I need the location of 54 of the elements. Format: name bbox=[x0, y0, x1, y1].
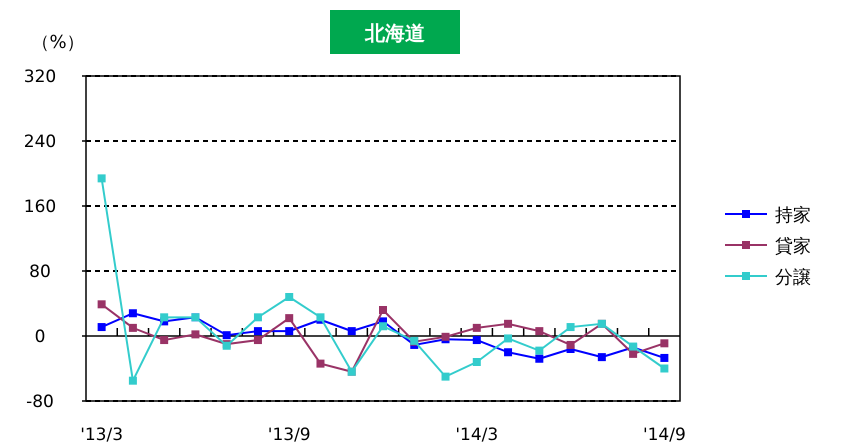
point bbox=[285, 327, 294, 336]
x-tick-label: '13/9 bbox=[268, 425, 311, 445]
point bbox=[285, 314, 294, 322]
point bbox=[348, 327, 356, 336]
point bbox=[598, 353, 606, 362]
chart-title: 北海道 bbox=[364, 21, 425, 45]
point bbox=[379, 322, 387, 330]
point bbox=[254, 336, 262, 344]
point bbox=[316, 360, 324, 368]
x-tick-label: '14/9 bbox=[642, 425, 686, 445]
point bbox=[160, 313, 168, 322]
point bbox=[535, 327, 544, 336]
point bbox=[504, 348, 512, 356]
y-tick-label: -80 bbox=[26, 392, 54, 412]
legend-label: 持家 bbox=[775, 205, 811, 226]
y-tick-label: 240 bbox=[24, 132, 56, 152]
point bbox=[128, 324, 137, 332]
point bbox=[285, 293, 294, 301]
y-tick-label: 320 bbox=[24, 67, 56, 87]
point bbox=[660, 354, 668, 362]
point bbox=[160, 336, 168, 344]
point bbox=[98, 323, 106, 332]
point bbox=[98, 174, 106, 182]
point bbox=[660, 364, 668, 372]
point bbox=[254, 327, 262, 336]
point bbox=[472, 324, 481, 332]
point bbox=[128, 376, 137, 385]
point bbox=[472, 336, 481, 344]
point bbox=[535, 346, 544, 355]
point bbox=[660, 339, 668, 348]
x-tick-label: '13/3 bbox=[80, 425, 124, 445]
y-tick-label: 0 bbox=[34, 327, 46, 347]
point bbox=[504, 320, 512, 328]
point bbox=[379, 306, 387, 314]
point bbox=[222, 331, 231, 340]
point bbox=[442, 372, 450, 381]
point bbox=[316, 313, 324, 322]
y-tick-label: 80 bbox=[29, 262, 51, 282]
legend-label: 分譲 bbox=[775, 267, 811, 288]
point bbox=[254, 313, 262, 322]
point bbox=[504, 334, 512, 342]
point bbox=[472, 358, 481, 366]
point bbox=[566, 340, 575, 349]
point bbox=[442, 332, 450, 341]
point bbox=[566, 323, 575, 332]
point bbox=[128, 309, 137, 318]
point bbox=[629, 350, 638, 358]
point bbox=[191, 330, 200, 338]
point bbox=[98, 300, 106, 308]
y-axis-title: （%） bbox=[31, 32, 85, 53]
y-tick-label: 160 bbox=[24, 197, 56, 217]
point bbox=[535, 354, 544, 363]
legend-label: 貸家 bbox=[775, 236, 811, 257]
x-tick-label: '14/3 bbox=[455, 425, 498, 445]
